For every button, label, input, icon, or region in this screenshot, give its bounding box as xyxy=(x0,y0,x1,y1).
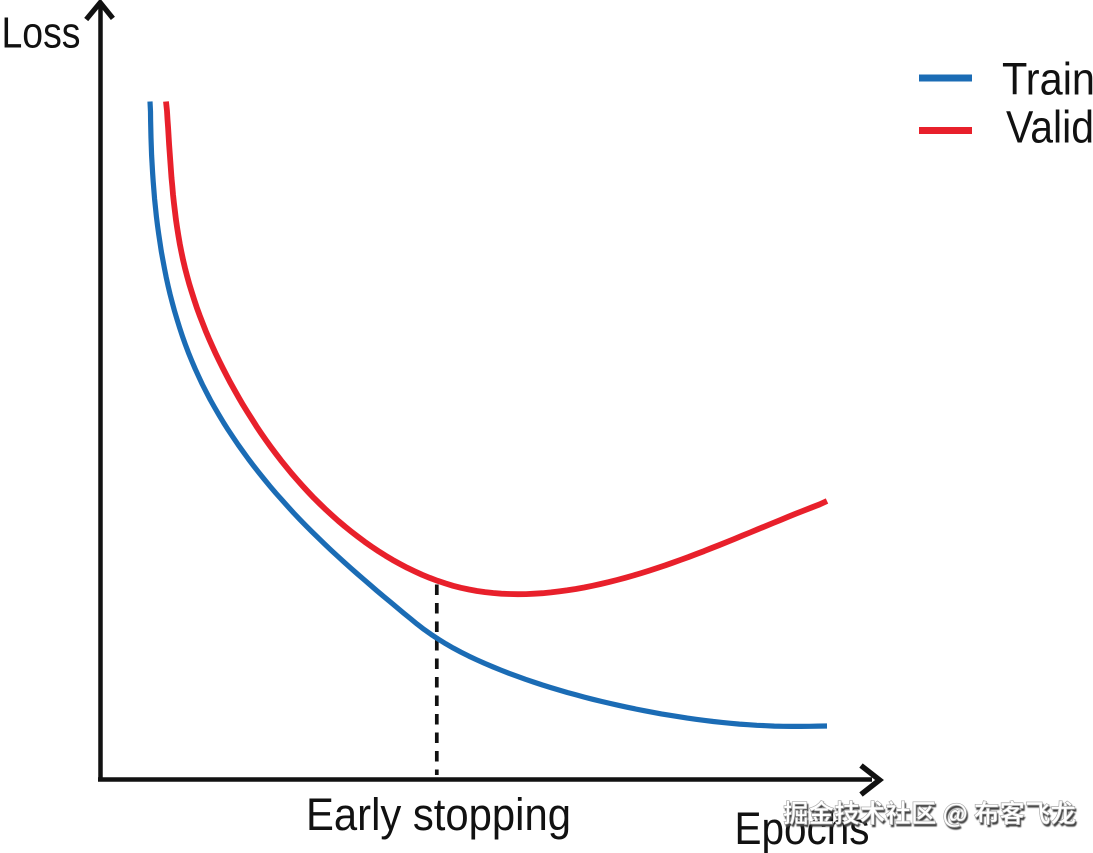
svg-text:Early stopping: Early stopping xyxy=(306,789,571,840)
svg-text:Loss: Loss xyxy=(2,10,81,58)
svg-text:Valid: Valid xyxy=(1006,102,1093,153)
svg-text:Train: Train xyxy=(1002,54,1093,105)
